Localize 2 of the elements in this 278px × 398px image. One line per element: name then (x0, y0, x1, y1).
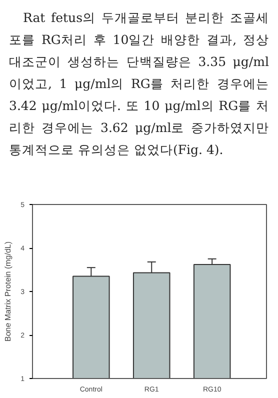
y-axis-title: Bone Matrix Protein (mg/dL) (4, 241, 13, 342)
annotation: Rat fetus의 두개골로부터 분리한 조골세포를 RG처리 후 10일간 배양한 결과, 정상 대조군이 생성하는 단백질량은 3.35 μg/ml 이었고, 1 μg/ml의 RG를 처리한 경우에는 3.42 μg/ml이었다. 또 10 μg/ml의 RG를 처리한 경우에는 3.62 μg/ml로 증가하였지만 통계적으로 유의성은 없었다(Fig. 4). (8, 9, 270, 159)
